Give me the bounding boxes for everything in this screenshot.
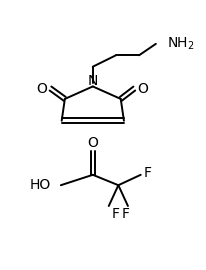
Text: F: F [111,207,119,221]
Text: O: O [87,136,98,150]
Text: O: O [36,82,47,96]
Text: NH$_2$: NH$_2$ [167,35,194,52]
Text: F: F [144,166,152,180]
Text: HO: HO [30,178,51,192]
Text: F: F [122,207,130,221]
Text: O: O [138,82,149,96]
Text: N: N [88,74,98,88]
